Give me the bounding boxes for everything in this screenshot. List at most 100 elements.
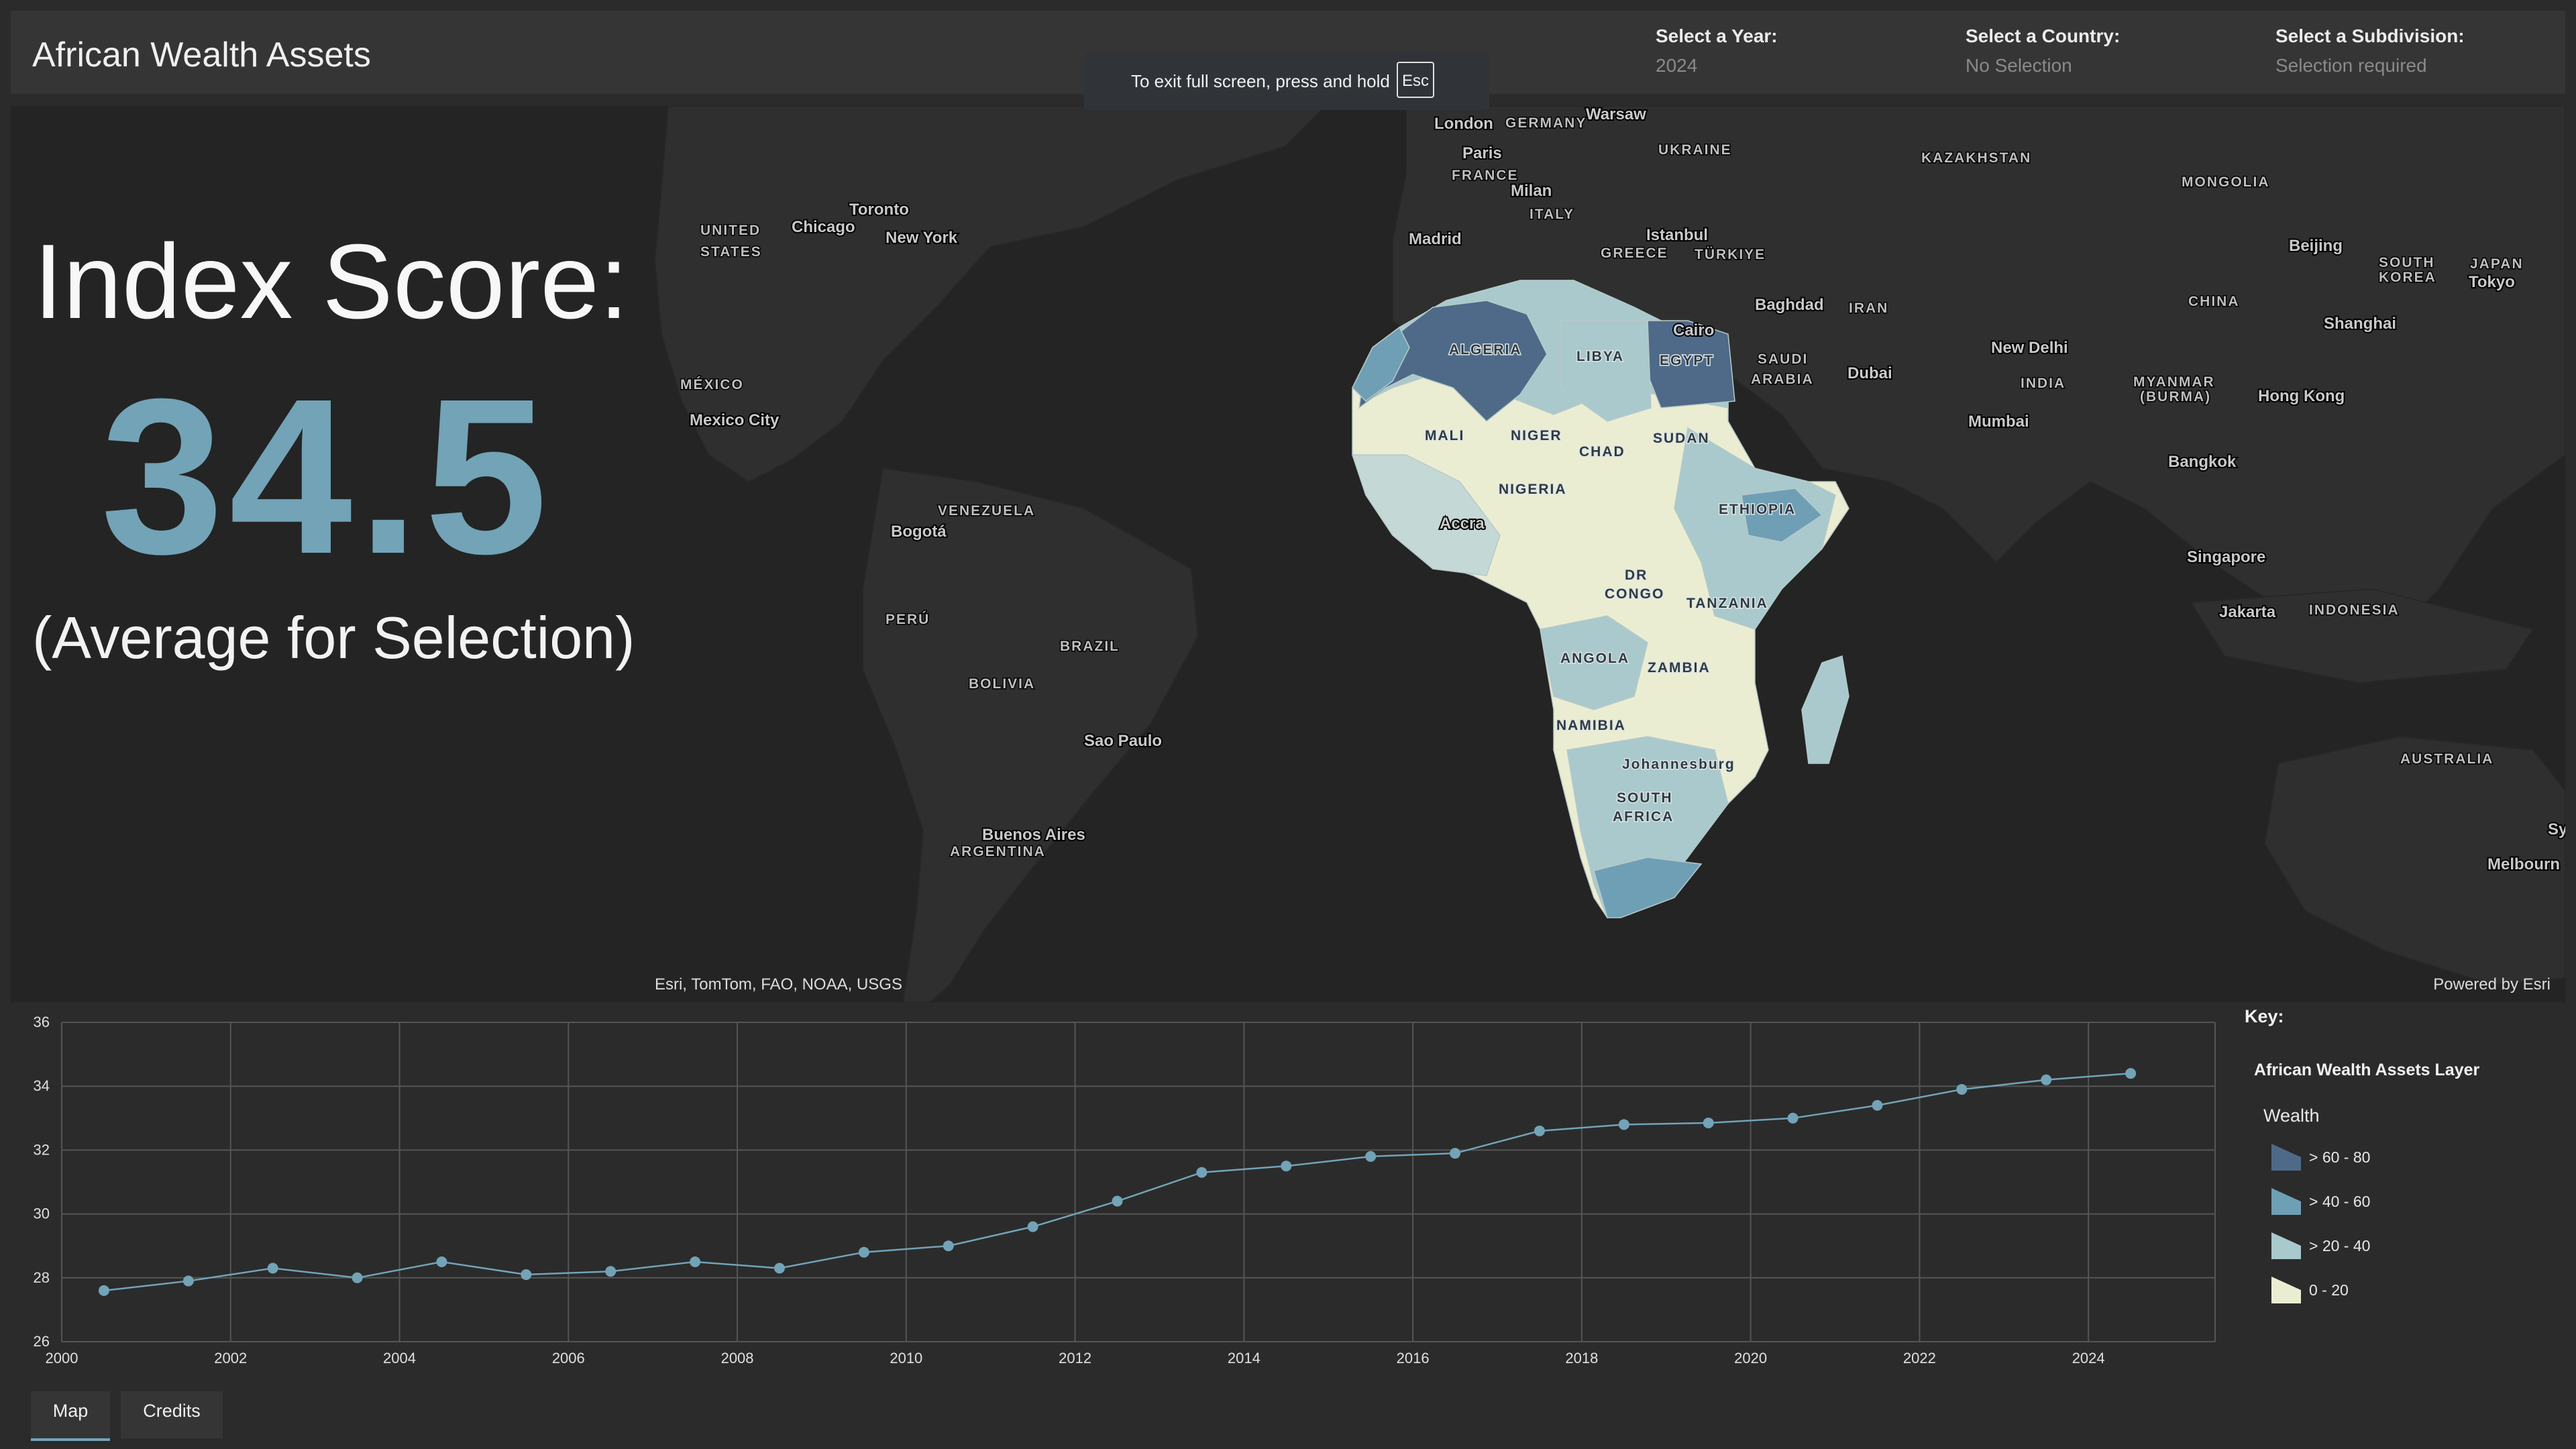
label-peru: PERÚ xyxy=(885,611,930,627)
south-africa-region xyxy=(1593,857,1703,918)
label-accra: Accra xyxy=(1440,515,1485,533)
data-point[interactable] xyxy=(690,1256,701,1267)
y-tick-label: 34 xyxy=(34,1077,50,1094)
legend-title: Key: xyxy=(2245,1006,2284,1026)
label-melbourne: Melbourn xyxy=(2487,855,2560,873)
data-point[interactable] xyxy=(1365,1150,1377,1162)
label-states: STATES xyxy=(700,244,762,260)
data-point[interactable] xyxy=(1534,1125,1545,1136)
label-egypt: EGYPT xyxy=(1660,353,1714,368)
label-madrid: Madrid xyxy=(1409,230,1462,248)
africa-choropleth[interactable] xyxy=(1351,280,1849,919)
label-south-africa-1: SOUTH xyxy=(1617,790,1673,806)
data-point[interactable] xyxy=(1703,1117,1714,1128)
label-niger: NIGER xyxy=(1511,428,1562,443)
x-tick-label: 2024 xyxy=(2072,1350,2105,1366)
label-argentina: ARGENTINA xyxy=(950,844,1046,859)
subdivision-selector[interactable]: Select a Subdivision: Selection required xyxy=(2275,25,2465,76)
label-bangkok: Bangkok xyxy=(2168,453,2237,471)
data-point[interactable] xyxy=(1450,1148,1461,1159)
label-angola: ANGOLA xyxy=(1560,651,1629,666)
label-ethiopia: ETHIOPIA xyxy=(1719,502,1796,517)
x-tick-label: 2012 xyxy=(1059,1350,1091,1366)
year-selector[interactable]: Select a Year: 2024 xyxy=(1656,25,1778,76)
data-point[interactable] xyxy=(98,1285,109,1296)
esc-key-badge: Esc xyxy=(1397,62,1434,98)
label-toronto: Toronto xyxy=(849,201,909,219)
world-map[interactable]: London GERMANY Warsaw UKRAINE KAZAKHSTAN… xyxy=(11,106,2565,1002)
label-baghdad: Baghdad xyxy=(1755,296,1824,314)
label-new-delhi: New Delhi xyxy=(1991,339,2068,357)
data-point[interactable] xyxy=(182,1275,194,1287)
label-myanmar: MYANMAR xyxy=(2133,374,2215,390)
label-mumbai: Mumbai xyxy=(1968,413,2029,431)
label-brazil: BRAZIL xyxy=(1060,639,1120,654)
year-selector-value[interactable]: 2024 xyxy=(1656,55,1698,76)
label-germany: GERMANY xyxy=(1505,115,1587,131)
label-shanghai: Shanghai xyxy=(2324,315,2396,333)
label-saudi-1: SAUDI xyxy=(1758,352,1808,367)
data-point[interactable] xyxy=(436,1256,447,1267)
index-score-value: 34.5 xyxy=(101,352,553,600)
x-tick-label: 2018 xyxy=(1565,1350,1598,1366)
legend: Key: African Wealth Assets Layer Wealth … xyxy=(2245,1006,2479,1303)
data-point[interactable] xyxy=(1872,1099,1883,1111)
label-new-york: New York xyxy=(885,229,958,247)
x-tick-label: 2014 xyxy=(1228,1350,1260,1366)
central-africa-region xyxy=(1540,615,1648,710)
index-score-subtitle: (Average for Selection) xyxy=(32,604,635,671)
data-point[interactable] xyxy=(1027,1221,1038,1232)
index-score-title: Index Score: xyxy=(34,223,629,341)
label-singapore: Singapore xyxy=(2187,548,2265,566)
label-iran: IRAN xyxy=(1849,301,1888,316)
data-point[interactable] xyxy=(1787,1112,1799,1124)
basemap-labels: London GERMANY Warsaw UKRAINE KAZAKHSTAN… xyxy=(680,106,2566,875)
data-point[interactable] xyxy=(267,1263,278,1274)
legend-swatch-40-60 xyxy=(2271,1188,2301,1215)
data-point[interactable] xyxy=(605,1266,616,1277)
legend-swatch-20-40 xyxy=(2271,1232,2301,1259)
year-selector-label: Select a Year: xyxy=(1656,25,1778,46)
trend-line-chart[interactable]: 26 28 30 32 34 36 2000 2002 2004 2006 2008 2010 2012… xyxy=(11,1002,2224,1378)
y-tick-label: 30 xyxy=(34,1205,50,1222)
data-point[interactable] xyxy=(352,1272,363,1283)
data-point[interactable] xyxy=(858,1246,869,1258)
country-selector[interactable]: Select a Country: No Selection xyxy=(1966,25,2120,76)
data-point[interactable] xyxy=(1196,1167,1208,1178)
tab-map[interactable]: Map xyxy=(31,1391,110,1441)
map-attribution[interactable]: Esri, TomTom, FAO, NOAA, USGS xyxy=(655,975,902,994)
label-mexico-city: Mexico City xyxy=(690,411,780,429)
data-point[interactable] xyxy=(774,1263,785,1274)
legend-item: > 60 - 80 xyxy=(2271,1144,2479,1171)
label-namibia: NAMIBIA xyxy=(1556,718,1626,733)
data-point[interactable] xyxy=(943,1240,954,1252)
label-bogota: Bogotá xyxy=(891,523,947,541)
data-point[interactable] xyxy=(2041,1074,2052,1085)
data-point[interactable] xyxy=(1956,1083,1968,1095)
y-tick-label: 32 xyxy=(34,1141,50,1158)
data-point[interactable] xyxy=(1281,1161,1292,1172)
legend-item-label: > 20 - 40 xyxy=(2309,1236,2371,1254)
label-dr-congo-2: CONGO xyxy=(1605,586,1664,602)
powered-by-esri[interactable]: Powered by Esri xyxy=(2433,975,2551,994)
legend-item-label: > 60 - 80 xyxy=(2309,1148,2371,1166)
map-view[interactable]: London GERMANY Warsaw UKRAINE KAZAKHSTAN… xyxy=(11,106,2565,1002)
data-point[interactable] xyxy=(1112,1195,1123,1207)
label-south-africa-2: AFRICA xyxy=(1613,809,1674,824)
label-istanbul: Istanbul xyxy=(1646,226,1708,244)
legend-item-label: 0 - 20 xyxy=(2309,1281,2349,1299)
label-sudan: SUDAN xyxy=(1653,431,1710,446)
label-italy: ITALY xyxy=(1529,207,1574,222)
data-point[interactable] xyxy=(1618,1119,1629,1130)
label-japan: JAPAN xyxy=(2470,256,2524,272)
south-america-land xyxy=(862,467,1199,1002)
label-sydney: Sy xyxy=(2548,820,2565,839)
label-beijing: Beijing xyxy=(2289,237,2343,255)
data-point[interactable] xyxy=(521,1269,532,1281)
label-australia: AUSTRALIA xyxy=(2400,751,2493,767)
tab-credits[interactable]: Credits xyxy=(121,1391,223,1438)
data-point[interactable] xyxy=(2125,1068,2137,1079)
subdivision-selector-value[interactable]: Selection required xyxy=(2275,55,2427,76)
country-selector-value[interactable]: No Selection xyxy=(1966,55,2072,76)
tab-bar: Map Credits xyxy=(0,1391,2576,1449)
